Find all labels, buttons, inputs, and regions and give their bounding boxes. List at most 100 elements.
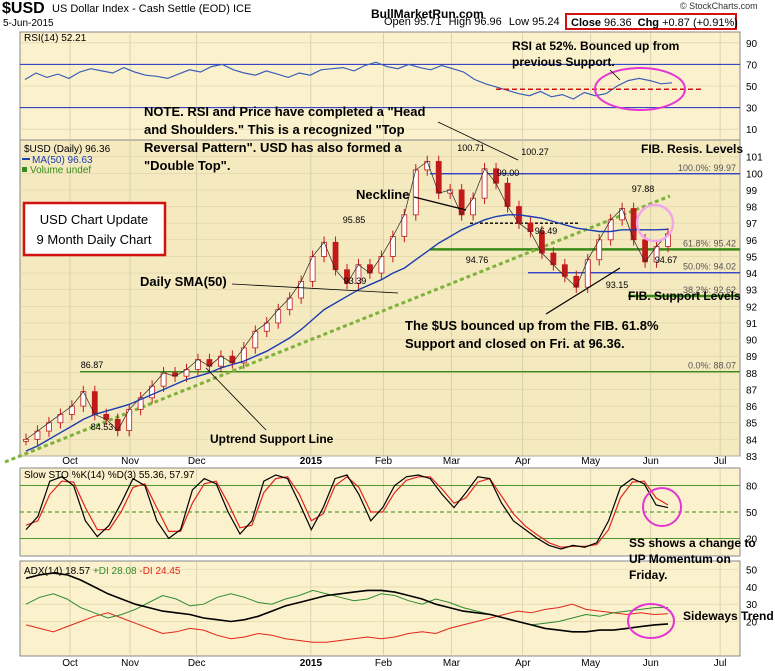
price-point-label: 100.71 <box>457 143 485 153</box>
chart-description: US Dollar Index - Cash Settle (EOD) ICE <box>52 3 252 15</box>
rsi-note-line1: RSI at 52%. Bounced up from <box>512 39 679 53</box>
price-x-tick-label: Mar <box>443 456 461 467</box>
rsi-y-tick-label: 70 <box>746 60 758 71</box>
rsi-highlight-circle <box>594 67 686 111</box>
fib-support-label: FIB. Support Levels <box>628 289 741 303</box>
adx-x-tick-label: 2015 <box>300 658 323 669</box>
adx-title-adx: ADX(14) 18.57 <box>24 566 93 577</box>
adx-x-tick-label: Jul <box>714 658 727 669</box>
price-y-tick-label: 84 <box>746 435 758 446</box>
hs-note-line: Reversal Pattern". USD has also formed a <box>144 140 402 155</box>
price-x-tick-label: Nov <box>121 456 139 467</box>
fib-level-label: 50.0%: 94.02 <box>683 262 736 272</box>
price-point-label: 94.76 <box>466 255 489 265</box>
high-label: High <box>448 16 472 28</box>
adx-x-tick-label: Mar <box>443 658 461 669</box>
price-x-tick-label: Jul <box>714 456 727 467</box>
adx-y-tick-label: 30 <box>746 600 758 611</box>
fib-level-label: 61.8%: 95.42 <box>683 238 736 248</box>
price-point-label: 84.53 <box>91 422 114 432</box>
price-y-tick-label: 88 <box>746 369 758 380</box>
bounce-note-line1: The $US bounced up from the FIB. 61.8% <box>405 318 659 333</box>
price-y-tick-label: 101 <box>746 153 763 164</box>
sto-y-tick-label: 20 <box>746 534 758 545</box>
rsi-note-line2: previous Support. <box>512 55 615 69</box>
adx-x-tick-label: Jun <box>643 658 659 669</box>
price-y-tick-label: 85 <box>746 419 758 430</box>
adx-title-plus-di: +DI 28.08 <box>93 566 139 577</box>
sma-label: Daily SMA(50) <box>140 274 227 289</box>
hs-note-line: and Shoulders." This is a recognized "To… <box>144 122 405 137</box>
rsi-title: RSI(14) 52.21 <box>24 33 87 44</box>
open-label: Open <box>384 16 411 28</box>
sto-k-line <box>25 474 669 550</box>
rsi-y-tick-label: 90 <box>746 39 758 50</box>
ohlc-readout: Open 95.71 High 96.96 Low 95.24 <box>384 16 560 28</box>
chart-date: 5-Jun-2015 <box>3 18 54 29</box>
price-x-tick-label: Feb <box>375 456 393 467</box>
uptrend-support-line <box>4 194 671 464</box>
adx-x-tick-label: Dec <box>188 658 206 669</box>
callout-line2: 9 Month Daily Chart <box>37 232 152 247</box>
hs-note-line: "Double Top". <box>144 158 230 173</box>
rsi-y-tick-label: 30 <box>746 104 758 115</box>
legend-ma-swatch <box>22 158 30 160</box>
price-x-tick-label: May <box>581 456 600 467</box>
sto-y-tick-label: 50 <box>746 508 758 519</box>
fib-level-label: 100.0%: 99.97 <box>678 163 736 173</box>
price-point-label: 86.87 <box>81 360 104 370</box>
sma-label-leader <box>231 283 399 294</box>
sto-title: Slow STO %K(14) %D(3) 55.36, 57.97 <box>24 470 195 481</box>
price-x-tick-label: Oct <box>62 456 78 467</box>
price-y-tick-label: 97 <box>746 219 758 230</box>
fib-resis-label: FIB. Resis. Levels <box>641 142 743 156</box>
fib-level-label: 0.0%: 88.07 <box>688 361 736 371</box>
uptrend-leader <box>205 367 267 431</box>
price-y-tick-label: 83 <box>746 452 758 463</box>
callout-line1: USD Chart Update <box>40 212 148 227</box>
legend-ma: MA(50) 96.63 <box>32 155 93 166</box>
adx-y-tick-label: 20 <box>746 617 758 628</box>
sto-d-line <box>25 476 669 548</box>
neckline-arrow <box>413 196 467 211</box>
open-value: 95.71 <box>413 16 442 28</box>
callout-box <box>22 201 167 257</box>
adx-minus-di-line <box>25 603 669 643</box>
price-point-label: 93.39 <box>344 276 367 286</box>
ss-note-line: UP Momentum on <box>629 552 731 566</box>
price-highlight-circle <box>635 203 675 243</box>
price-y-tick-label: 90 <box>746 336 758 347</box>
close-value: 96.36 <box>604 17 632 29</box>
bounce-note-line2: Support and closed on Fri. at 96.36. <box>405 336 625 351</box>
price-point-label: 99.00 <box>497 168 520 178</box>
rsi-y-tick-label: 10 <box>746 125 758 136</box>
adx-y-tick-label: 40 <box>746 583 758 594</box>
adx-line <box>25 572 669 633</box>
adx-title-minus-di: -DI 24.45 <box>139 566 181 577</box>
legend-volume: Volume undef <box>30 165 91 176</box>
fib-level-label: 38.2%: 92.62 <box>683 285 736 295</box>
hs-note-line: NOTE. RSI and Price have completed a "He… <box>144 104 425 119</box>
stockcharts-credit: © StockCharts.com <box>680 1 758 11</box>
price-close-line <box>25 160 669 440</box>
high-value: 96.96 <box>474 16 502 28</box>
adx-y-tick-label: 50 <box>746 566 758 577</box>
ss-note-line: Friday. <box>629 568 667 582</box>
legend-volume-swatch <box>22 167 27 172</box>
rsi-note-leader <box>609 69 621 81</box>
price-y-tick-label: 93 <box>746 286 758 297</box>
uptrend-label: Uptrend Support Line <box>210 432 334 446</box>
price-y-tick-label: 94 <box>746 269 758 280</box>
close-label: Close <box>571 17 601 29</box>
price-y-tick-label: 98 <box>746 203 758 214</box>
chart-symbol: $USD <box>2 0 45 17</box>
chg-label: Chg <box>637 17 660 29</box>
price-point-label: 95.85 <box>343 215 366 225</box>
close-box: Close 96.36 Chg +0.87 (+0.91%) <box>565 13 738 30</box>
price-x-tick-label: Jun <box>643 456 659 467</box>
adx-x-tick-label: Oct <box>62 658 78 669</box>
price-y-tick-label: 99 <box>746 186 758 197</box>
price-y-tick-label: 100 <box>746 169 763 180</box>
